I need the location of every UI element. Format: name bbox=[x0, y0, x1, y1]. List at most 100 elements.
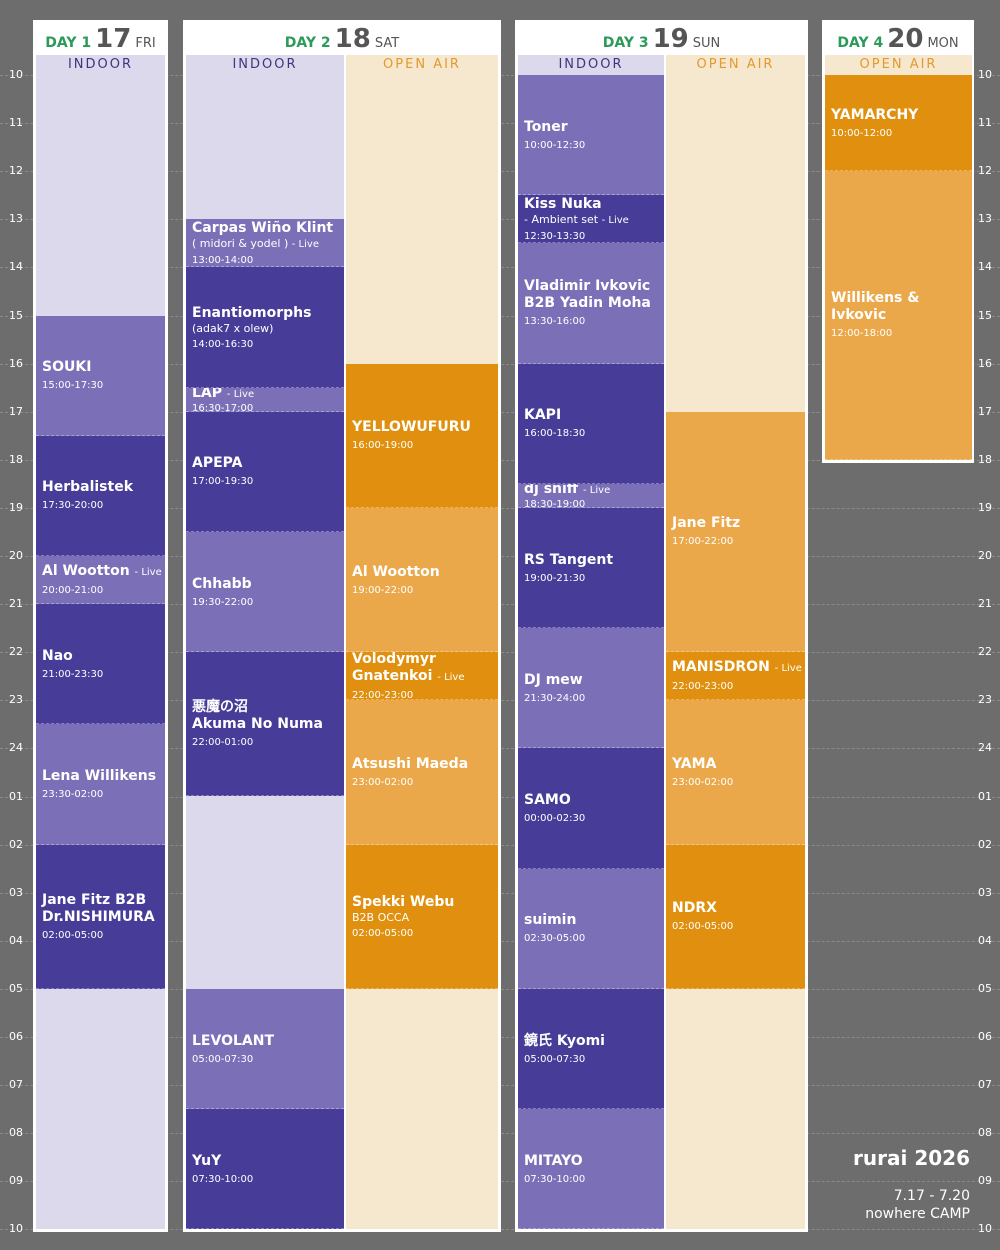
set-block: SAMO 00:00-02:30 bbox=[518, 748, 664, 869]
set-time: 14:00-16:30 bbox=[192, 338, 254, 350]
artist-text: Gnatenkoi bbox=[352, 667, 433, 684]
artist-name: SAMO bbox=[524, 792, 658, 809]
hour-label: 19 bbox=[9, 500, 23, 514]
set-time: 21:30-24:00 bbox=[524, 692, 586, 704]
hour-label: 12 bbox=[978, 164, 992, 178]
hour-label: 20 bbox=[978, 549, 992, 562]
artist-text: Akuma No Numa bbox=[192, 716, 323, 733]
set-block: LEVOLANT 05:00-07:30 bbox=[186, 988, 344, 1110]
set-time: 19:00-22:00 bbox=[352, 584, 414, 596]
artist-text: LEVOLANT bbox=[192, 1032, 274, 1049]
hour-label: 11 bbox=[9, 116, 23, 130]
hour-label: 17 bbox=[978, 404, 992, 418]
set-time: 02:30-05:00 bbox=[524, 933, 586, 945]
set-block: Herbalistek 17:30-20:00 bbox=[36, 435, 165, 556]
artist-text: SOUKI bbox=[42, 359, 92, 376]
hour-label: 03 bbox=[9, 885, 23, 899]
hour-label: 13 bbox=[978, 212, 992, 226]
set-time: 15:00-17:30 bbox=[42, 380, 104, 392]
hour-label: 02 bbox=[9, 837, 23, 851]
set-time: 19:30-22:00 bbox=[192, 596, 254, 608]
set-block: MITAYO 07:30-10:00 bbox=[518, 1109, 664, 1230]
hour-label: 21 bbox=[9, 597, 23, 611]
artist-name: Enantiomorphs bbox=[192, 305, 338, 322]
set-block: YELLOWUFURU 16:00-19:00 bbox=[346, 363, 498, 508]
set-time: 18:30-19:00 bbox=[524, 498, 586, 508]
artist-name: Spekki Webu bbox=[352, 894, 492, 911]
artist-name: Dr.NISHIMURA bbox=[42, 909, 159, 926]
day-label: DAY 2 bbox=[284, 35, 331, 51]
set-time: 17:30-20:00 bbox=[42, 500, 104, 512]
hour-label: 05 bbox=[9, 981, 23, 995]
artist-name: Willikens & bbox=[831, 290, 966, 307]
artist-text: Carpas Wiño Klint bbox=[192, 219, 334, 236]
hour-label: 09 bbox=[9, 1174, 23, 1188]
hour-label: 16 bbox=[978, 356, 992, 370]
set-block: Chhabb 19:30-22:00 bbox=[186, 531, 344, 653]
artist-text: Chhabb bbox=[192, 575, 252, 592]
set-tag: - Live bbox=[291, 238, 319, 250]
artist-name: ( midori & yodel ) - Live bbox=[192, 237, 338, 251]
stage-label: INDOOR bbox=[67, 57, 134, 72]
set-time: 02:00-05:00 bbox=[42, 929, 104, 941]
hour-label: 04 bbox=[978, 933, 992, 947]
day-weekday: MON bbox=[927, 36, 959, 51]
set-time: 07:30-10:00 bbox=[192, 1173, 254, 1185]
artist-text: (adak7 x olew) bbox=[192, 321, 274, 335]
hour-label: 08 bbox=[9, 1126, 23, 1140]
set-block: YuY 07:30-10:00 bbox=[186, 1109, 344, 1230]
stage-label: OPEN AIR bbox=[859, 57, 938, 72]
artist-name: Nao bbox=[42, 648, 159, 665]
set-tag: - Live bbox=[583, 484, 611, 496]
artist-name: 鏡氏 Kyomi bbox=[524, 1033, 658, 1050]
day-date: 17 bbox=[95, 24, 132, 54]
artist-name: Toner bbox=[524, 119, 658, 136]
artist-name: Jane Fitz bbox=[672, 515, 799, 532]
set-block: SOUKI 15:00-17:30 bbox=[36, 315, 165, 436]
artist-text: Jane Fitz bbox=[672, 515, 741, 532]
hour-label: 07 bbox=[978, 1078, 992, 1092]
set-block: suimin 02:30-05:00 bbox=[518, 868, 664, 989]
set-time: 23:00-02:00 bbox=[352, 776, 414, 788]
stage-label: INDOOR bbox=[232, 57, 298, 72]
set-time: 16:00-18:30 bbox=[524, 428, 586, 440]
day-date: 18 bbox=[334, 24, 371, 54]
artist-text: MANISDRON bbox=[672, 659, 770, 676]
set-block: YAMA 23:00-02:00 bbox=[666, 700, 805, 845]
day-header: DAY 3 19 SUN bbox=[515, 20, 808, 54]
set-time: 12:30-13:30 bbox=[524, 230, 586, 242]
artist-text: MITAYO bbox=[524, 1152, 583, 1169]
hour-label: 15 bbox=[9, 308, 23, 322]
hour-label: 13 bbox=[9, 212, 23, 226]
day-weekday: FRI bbox=[135, 36, 156, 51]
set-time: 10:00-12:00 bbox=[831, 127, 893, 139]
set-block: Jane Fitz 17:00-22:00 bbox=[666, 411, 805, 653]
set-block: Kiss Nuka - Ambient set - Live 12:30-13:30 bbox=[518, 195, 664, 244]
hour-label: 07 bbox=[9, 1078, 23, 1092]
artist-name: Ivkovic bbox=[831, 307, 966, 324]
hour-label: 16 bbox=[9, 356, 23, 370]
set-block: Enantiomorphs (adak7 x olew) 14:00-16:30 bbox=[186, 267, 344, 388]
artist-text: Lena Willikens bbox=[42, 767, 157, 784]
artist-name: LEVOLANT bbox=[192, 1033, 338, 1050]
artist-name: MITAYO bbox=[524, 1153, 658, 1170]
day-date: 19 bbox=[652, 24, 689, 54]
set-time: 05:00-07:30 bbox=[524, 1053, 586, 1065]
artist-name: - Ambient set - Live bbox=[524, 213, 658, 227]
artist-name: DJ mew bbox=[524, 672, 658, 689]
artist-text: NDRX bbox=[672, 900, 717, 917]
artist-name: YuY bbox=[192, 1153, 338, 1170]
hour-label: 18 bbox=[9, 452, 23, 466]
day-header: DAY 4 20 MON bbox=[822, 20, 974, 54]
artist-text: suimin bbox=[524, 912, 577, 929]
stage-label: OPEN AIR bbox=[696, 57, 775, 72]
artist-name: NDRX bbox=[672, 900, 799, 917]
artist-name: LAP - Live bbox=[192, 388, 338, 403]
artist-text: Volodymyr bbox=[352, 652, 436, 667]
set-time: 02:00-05:00 bbox=[352, 927, 414, 939]
artist-name: Atsushi Maeda bbox=[352, 756, 492, 773]
artist-text: APEPA bbox=[192, 455, 243, 472]
artist-text: B2B OCCA bbox=[352, 910, 410, 924]
artist-text: 悪魔の沼 bbox=[192, 699, 248, 716]
artist-text: Al Wootton bbox=[42, 563, 130, 580]
